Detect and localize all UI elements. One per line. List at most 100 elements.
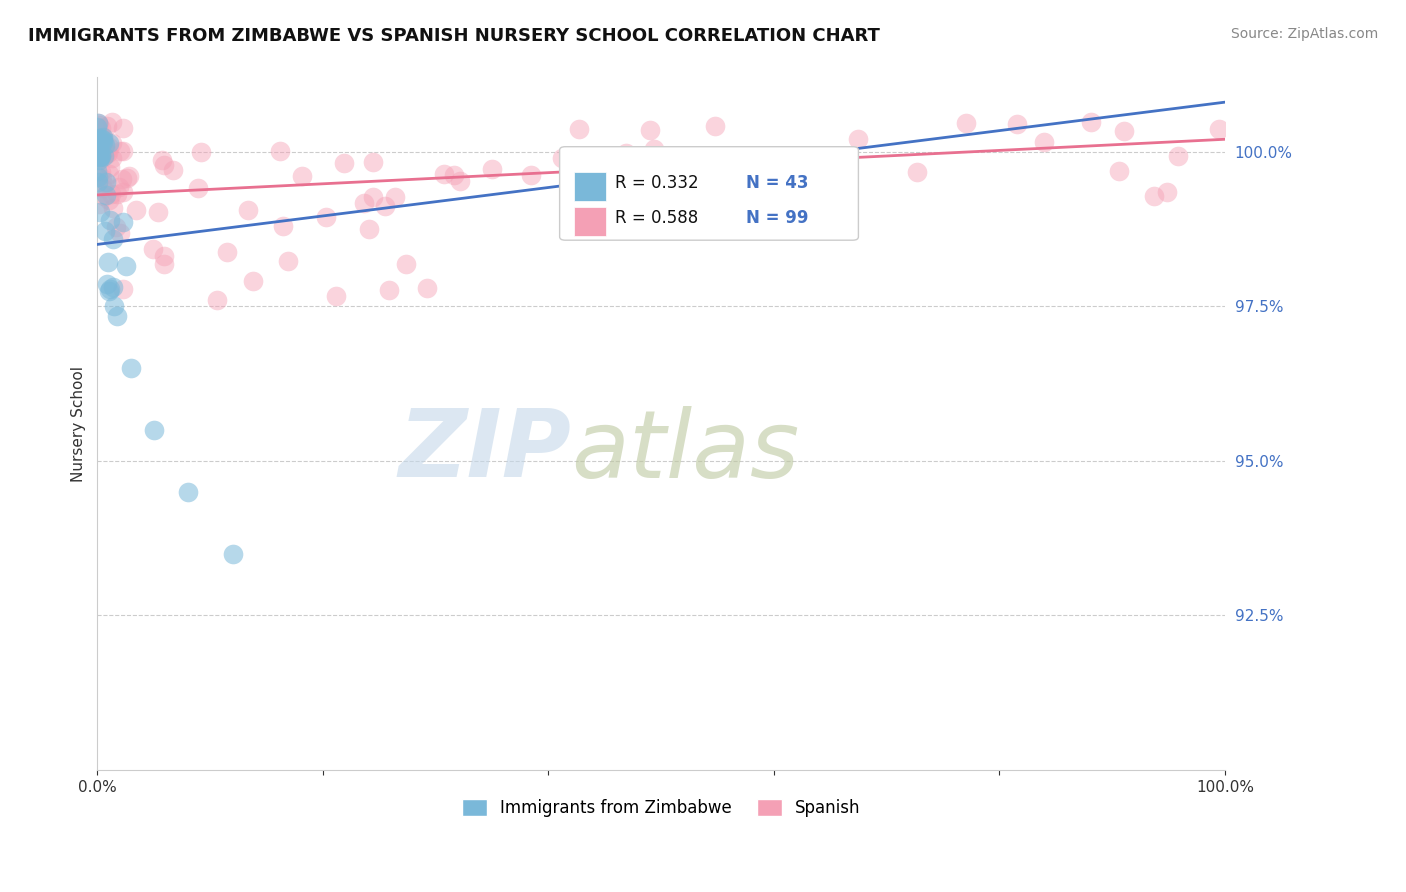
- Point: [90, 120, 112, 135]
- Point: [846, 131, 869, 145]
- Point: [152, 249, 174, 263]
- Point: [215, 245, 238, 260]
- Point: [89, 196, 111, 211]
- Point: [93, 178, 115, 192]
- Point: [481, 161, 503, 176]
- Point: [93, 149, 115, 163]
- Point: [97, 193, 120, 207]
- Point: [325, 289, 347, 303]
- Point: [614, 146, 637, 161]
- Point: [111, 172, 134, 186]
- Point: [117, 171, 139, 186]
- Point: [87, 116, 110, 130]
- Point: [89, 143, 111, 157]
- Point: [333, 156, 356, 170]
- Point: [97, 167, 120, 181]
- Point: [94, 187, 117, 202]
- Point: [905, 165, 928, 179]
- Point: [221, 547, 243, 561]
- Point: [110, 227, 132, 241]
- Point: [142, 423, 165, 437]
- Point: [1143, 189, 1166, 203]
- Text: ZIP: ZIP: [398, 406, 571, 498]
- Point: [114, 259, 136, 273]
- Point: [142, 243, 165, 257]
- Point: [1114, 123, 1136, 137]
- Point: [433, 167, 456, 181]
- Point: [87, 143, 110, 157]
- Point: [359, 222, 381, 236]
- Point: [97, 140, 120, 154]
- Point: [87, 169, 110, 184]
- Point: [87, 118, 110, 132]
- Legend: Immigrants from Zimbabwe, Spanish: Immigrants from Zimbabwe, Spanish: [456, 792, 868, 824]
- Point: [291, 169, 314, 183]
- Text: IMMIGRANTS FROM ZIMBABWE VS SPANISH NURSERY SCHOOL CORRELATION CHART: IMMIGRANTS FROM ZIMBABWE VS SPANISH NURS…: [28, 27, 880, 45]
- Point: [91, 129, 114, 144]
- Point: [361, 190, 384, 204]
- Point: [271, 219, 294, 234]
- Point: [124, 202, 146, 217]
- Point: [242, 274, 264, 288]
- Point: [103, 299, 125, 313]
- Point: [91, 129, 114, 144]
- Point: [108, 144, 131, 158]
- Point: [101, 280, 124, 294]
- Point: [353, 196, 375, 211]
- Point: [86, 147, 108, 161]
- Point: [86, 120, 108, 134]
- Point: [101, 201, 124, 215]
- Point: [101, 136, 124, 150]
- Point: [87, 153, 110, 167]
- Point: [111, 185, 134, 199]
- Point: [89, 136, 111, 151]
- Point: [91, 133, 114, 147]
- Point: [576, 191, 599, 205]
- Point: [91, 171, 114, 186]
- Point: [153, 256, 176, 270]
- Point: [98, 282, 121, 296]
- Text: R = 0.588: R = 0.588: [614, 209, 699, 227]
- Point: [675, 183, 697, 197]
- Point: [643, 142, 665, 156]
- Point: [101, 115, 124, 129]
- Point: [89, 150, 111, 164]
- Point: [1167, 149, 1189, 163]
- Point: [709, 181, 731, 195]
- Point: [378, 283, 401, 297]
- Text: R = 0.332: R = 0.332: [614, 174, 699, 192]
- Point: [162, 163, 184, 178]
- Point: [704, 120, 727, 134]
- Text: Source: ZipAtlas.com: Source: ZipAtlas.com: [1230, 27, 1378, 41]
- Point: [96, 145, 118, 160]
- Point: [94, 138, 117, 153]
- Point: [90, 137, 112, 152]
- Text: N = 43: N = 43: [745, 174, 808, 192]
- Point: [315, 211, 337, 225]
- Point: [93, 189, 115, 203]
- Point: [91, 181, 114, 195]
- Point: [112, 282, 135, 296]
- Point: [384, 190, 406, 204]
- Point: [89, 205, 111, 219]
- Point: [1033, 135, 1056, 149]
- Point: [97, 146, 120, 161]
- Point: [94, 224, 117, 238]
- Point: [108, 179, 131, 194]
- Point: [1080, 115, 1102, 129]
- Point: [90, 149, 112, 163]
- Text: atlas: atlas: [571, 406, 799, 497]
- Point: [152, 153, 174, 167]
- Point: [87, 176, 110, 190]
- Point: [153, 158, 176, 172]
- Point: [443, 168, 465, 182]
- Point: [835, 181, 858, 195]
- Point: [87, 150, 110, 164]
- Point: [94, 147, 117, 161]
- Point: [100, 187, 122, 202]
- Point: [755, 170, 778, 185]
- Point: [97, 255, 120, 269]
- Text: N = 99: N = 99: [745, 209, 808, 227]
- Point: [277, 254, 299, 268]
- Point: [520, 168, 543, 182]
